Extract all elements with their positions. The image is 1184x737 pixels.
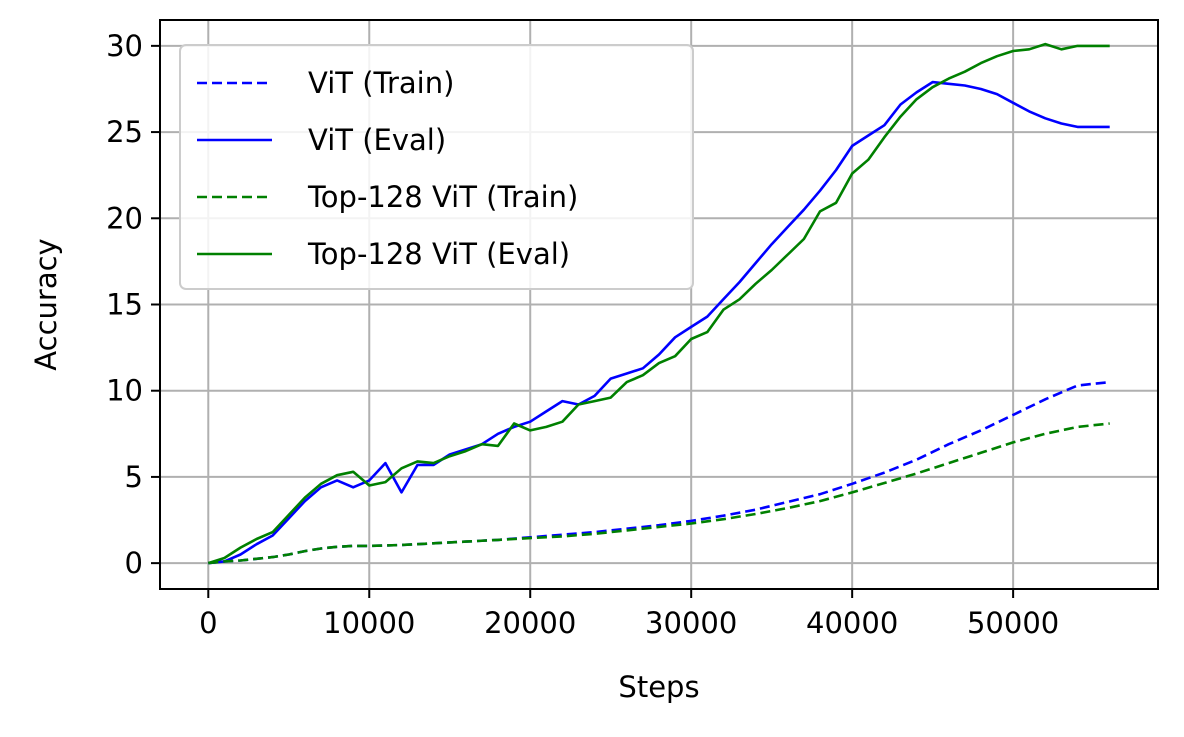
legend-label: ViT (Eval) — [308, 123, 446, 157]
x-tick-label: 10000 — [323, 606, 415, 640]
y-tick-label: 25 — [106, 115, 143, 149]
y-tick-label: 0 — [125, 546, 143, 580]
y-tick-label: 10 — [106, 374, 143, 408]
series-line-1 — [208, 380, 1110, 565]
x-tick-label: 50000 — [967, 606, 1059, 640]
x-tick-label: 0 — [199, 606, 217, 640]
y-tick-label: 15 — [106, 288, 143, 322]
y-axis-label: Accuracy — [29, 238, 63, 370]
legend-label: ViT (Train) — [308, 66, 454, 100]
y-tick-label: 20 — [106, 201, 143, 235]
legend-items: ViT (Train) ViT (Eval) Top-128 ViT (Train)… — [197, 66, 578, 271]
axis-ticks: 0 10000 20000 30000 40000 50000 0 5 10 15 20 25 30 — [106, 29, 1059, 640]
x-tick-label: 20000 — [484, 606, 576, 640]
legend: ViT (Train) ViT (Eval) Top-128 ViT (Train)… — [179, 44, 694, 290]
series-line-2 — [208, 80, 1110, 565]
legend-box — [179, 44, 694, 290]
y-tick-label: 5 — [125, 460, 143, 494]
x-tick-label: 40000 — [806, 606, 898, 640]
legend-label: Top-128 ViT (Eval) — [307, 237, 570, 271]
series-line-4 — [207, 42, 1110, 565]
series-lines — [207, 42, 1110, 565]
y-tick-label: 30 — [106, 29, 143, 63]
legend-label: Top-128 ViT (Train) — [307, 180, 578, 214]
x-axis-label: Steps — [618, 670, 699, 704]
x-tick-label: 30000 — [645, 606, 737, 640]
